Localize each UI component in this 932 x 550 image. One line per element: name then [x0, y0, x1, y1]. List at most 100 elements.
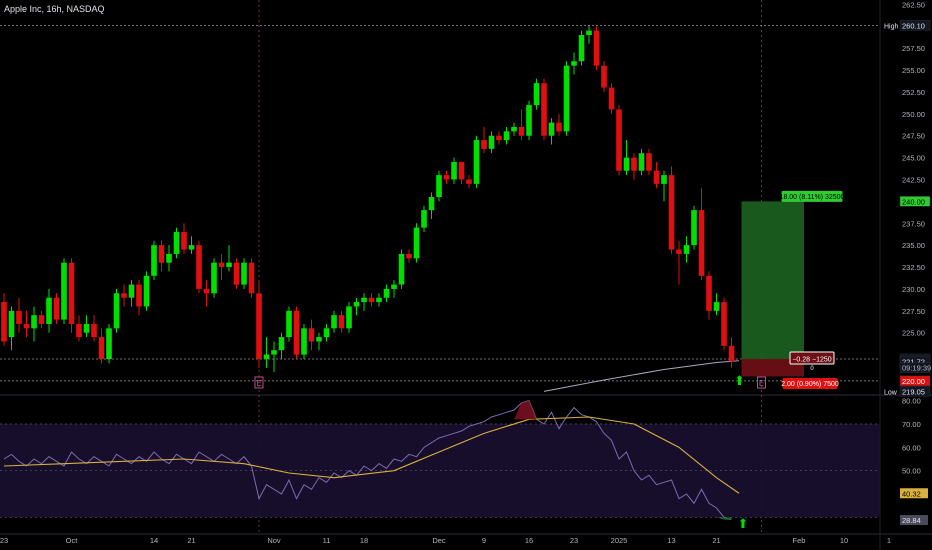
rsi-oversold-fill — [716, 517, 732, 521]
time-tick: 23 — [570, 536, 578, 545]
candle-body — [31, 315, 37, 329]
candle-body — [256, 293, 262, 359]
price-tag-box — [899, 362, 931, 373]
candle-body — [421, 210, 427, 228]
candle-body — [53, 297, 60, 320]
candle-body — [721, 302, 727, 346]
rsi-tick: 50.00 — [902, 467, 921, 476]
candle-body — [706, 275, 712, 311]
candle-body — [278, 337, 285, 351]
candle-body — [518, 126, 525, 136]
candle-body — [676, 249, 682, 254]
candle-body — [571, 61, 577, 66]
price-tick: 255.00 — [902, 66, 925, 75]
candle-body — [398, 253, 405, 285]
time-tick: 13 — [667, 536, 675, 545]
candle-body — [166, 253, 172, 263]
rsi-overbought-fill — [514, 400, 537, 420]
candle-body — [451, 161, 457, 180]
time-tick: 1 — [887, 536, 891, 545]
candle-body — [83, 323, 90, 333]
candle-body — [391, 284, 397, 289]
candle-body — [173, 232, 180, 254]
price-tag-box — [899, 375, 931, 387]
candle-body — [406, 253, 412, 259]
candle-body — [383, 288, 390, 298]
price-tag-value: 260.10 — [902, 21, 925, 30]
candle-body — [203, 288, 210, 294]
time-tick: Feb — [793, 536, 806, 545]
candle-body — [46, 297, 52, 324]
candle-body — [143, 275, 150, 307]
price-tick: 230.00 — [902, 285, 925, 294]
candle-body — [526, 105, 532, 136]
candle-body — [136, 284, 142, 307]
position-target-label: 18.00 (8.11%) 32500 — [780, 194, 845, 201]
candle-body — [38, 315, 45, 324]
candle-body — [601, 65, 607, 88]
price-tick: 235.00 — [902, 241, 925, 250]
earnings-marker-box — [254, 376, 264, 389]
candle-body — [263, 354, 270, 359]
candle-body — [541, 83, 547, 136]
candle-body — [286, 310, 292, 338]
candle-body — [128, 284, 135, 298]
price-tick: 232.50 — [902, 263, 925, 272]
position-profit-zone — [741, 201, 804, 359]
candle-body — [728, 345, 735, 362]
price-tag-label: High — [884, 23, 899, 30]
rsi-ma-line — [3, 416, 740, 494]
candle-body — [458, 161, 465, 180]
price-tick: 237.50 — [902, 219, 925, 228]
position-entry-label-box — [789, 351, 835, 365]
time-tick: Nov — [267, 536, 281, 545]
rsi-tick: 80.00 — [902, 397, 921, 406]
candle-body — [76, 323, 82, 338]
price-tag-box — [899, 20, 931, 31]
candle-body — [181, 232, 187, 250]
candle-body — [563, 65, 570, 132]
candle-body — [241, 262, 247, 285]
candle-body — [668, 175, 675, 250]
price-tag-box — [899, 196, 931, 207]
price-tag-value: 09:19:39 — [902, 364, 931, 373]
candle-body — [218, 262, 225, 268]
price-tick: 247.50 — [902, 132, 925, 141]
price-tag-value: 220.00 — [902, 377, 925, 386]
candle-body — [233, 262, 240, 285]
candle-body — [443, 175, 450, 180]
position-entry-label: −0.28 −1250 — [792, 356, 831, 363]
candle-body — [436, 175, 442, 197]
candle-body — [338, 315, 345, 329]
candle-body — [653, 170, 660, 184]
candle-body — [331, 315, 337, 329]
candle-body — [308, 328, 315, 342]
candle-body — [8, 310, 15, 338]
earnings-marker-box — [757, 376, 766, 389]
price-tick: 242.50 — [902, 175, 925, 184]
price-tag-box — [899, 386, 931, 397]
candle-body — [158, 245, 165, 263]
candle-body — [683, 245, 690, 254]
candle-body — [196, 245, 202, 289]
candle-body — [61, 262, 67, 320]
time-tick: 18 — [360, 536, 368, 545]
position-target-label-box — [781, 190, 843, 202]
candle-body — [16, 310, 22, 324]
candle-body — [353, 302, 360, 307]
candle-body — [121, 293, 127, 298]
candle-body — [623, 157, 630, 171]
rsi-tag-box — [900, 515, 928, 526]
candle-body — [496, 135, 502, 141]
price-tick: 257.50 — [902, 44, 925, 53]
candle-body — [106, 328, 112, 359]
candle-body — [511, 126, 517, 132]
time-tick: 16 — [525, 536, 533, 545]
candle-body — [556, 122, 562, 132]
position-entry-sub: 0 — [810, 366, 814, 372]
candle-body — [226, 262, 232, 268]
candle-body — [616, 109, 622, 171]
candle-body — [631, 157, 637, 171]
candle-body — [68, 262, 75, 324]
